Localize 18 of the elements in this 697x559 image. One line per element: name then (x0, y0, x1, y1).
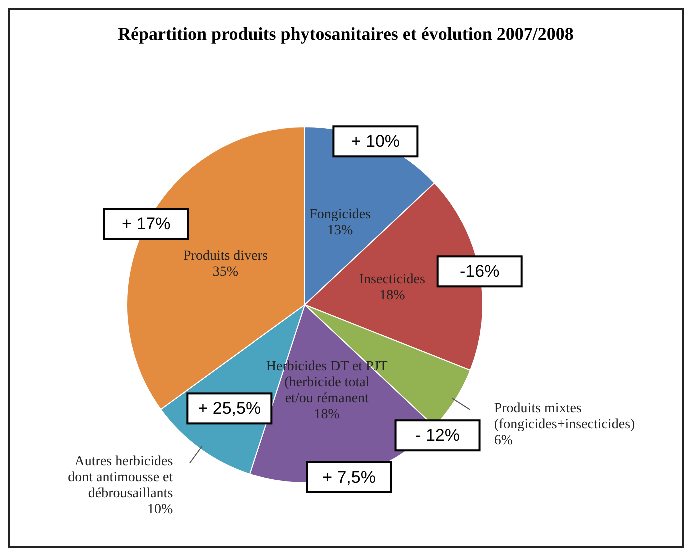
text: + 7,5% (322, 468, 376, 487)
slice-label: Autres herbicides dont antimousse et débrousaillants (68, 454, 174, 502)
data-label: 18% (314, 407, 340, 422)
text: - 12% (416, 426, 460, 446)
text: + 25,5% (198, 399, 262, 418)
chart-title: Répartition produits phytosanitaires et évolution 2007/2008 (117, 23, 575, 46)
text: + 17% (122, 214, 171, 234)
slice-label: Produits mixtes (fongicides+insecticides) (494, 401, 636, 432)
slice-label: Insecticides (359, 272, 426, 288)
data-label: 35% (212, 264, 239, 280)
data-label: 6% (494, 433, 514, 448)
data-label: 18% (380, 288, 406, 304)
text: + 10% (351, 132, 400, 152)
data-label: 10% (148, 502, 174, 518)
slice-label: Produits divers (184, 248, 268, 264)
data-label: 13% (328, 224, 354, 239)
text: -16% (460, 262, 500, 282)
slice-label: Fongicides (310, 208, 372, 223)
